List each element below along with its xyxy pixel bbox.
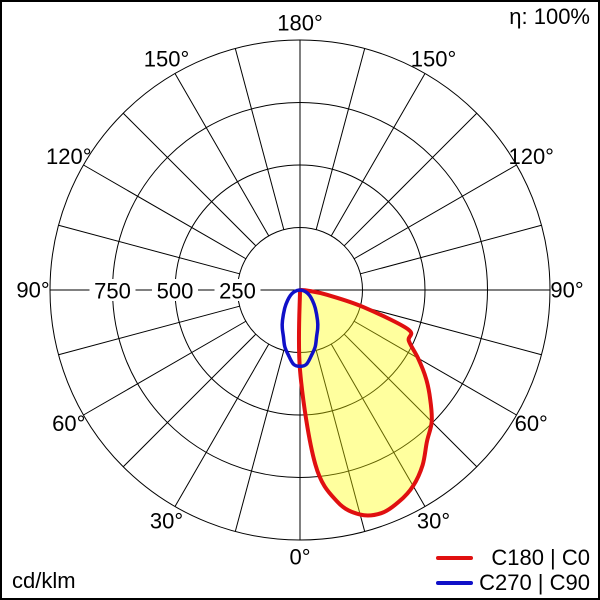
angle-label: 150°	[411, 46, 457, 71]
angle-label: 90°	[550, 278, 583, 303]
angle-label: 60°	[515, 411, 548, 436]
legend-item-c0: C180 | C0	[436, 545, 590, 570]
radial-grid-line	[174, 73, 270, 237]
angle-label: 120°	[508, 144, 554, 169]
angle-label: 150°	[144, 46, 190, 71]
radial-grid-line	[58, 305, 240, 356]
legend-line-red-icon	[436, 555, 473, 560]
angle-label: 0°	[289, 545, 310, 570]
radial-grid-line	[353, 164, 517, 260]
legend-item-c90: C270 | C90	[436, 570, 590, 595]
ring-value-label: 250	[219, 279, 256, 304]
legend-label-c0: C180 | C0	[491, 544, 590, 570]
radial-grid-line	[330, 343, 426, 507]
radial-grid-line	[315, 350, 366, 532]
angle-label: 90°	[16, 278, 49, 303]
radial-grid-line	[122, 333, 257, 468]
radial-grid-line	[360, 305, 542, 356]
radial-grid-line	[83, 320, 247, 416]
ring-value-label: 750	[94, 279, 131, 304]
radial-grid-line	[330, 73, 426, 237]
radial-grid-line	[343, 333, 478, 468]
legend-label-c90: C270 | C90	[479, 569, 590, 595]
angle-label: 60°	[52, 411, 85, 436]
angle-label: 180°	[277, 11, 323, 36]
radial-grid-line	[353, 320, 517, 416]
radial-grid-line	[234, 350, 285, 532]
angle-label: 30°	[417, 509, 450, 534]
ring-value-label: 500	[157, 279, 194, 304]
curve-c180-c0	[296, 288, 434, 518]
angle-label: 120°	[46, 144, 92, 169]
ring-label-mask	[89, 279, 136, 301]
curve-c270-c90	[280, 288, 320, 369]
radial-grid-line	[174, 343, 270, 507]
ring-label-mask	[214, 279, 261, 301]
radial-grid-line	[343, 112, 478, 247]
radial-grid-line	[315, 48, 366, 230]
legend: C180 | C0 C270 | C90	[436, 545, 590, 595]
radial-grid-line	[234, 48, 285, 230]
radial-grid-line	[58, 224, 240, 275]
legend-line-blue-icon	[436, 580, 473, 585]
efficiency-label: η: 100%	[509, 4, 590, 29]
angle-label: 30°	[150, 509, 183, 534]
radial-grid-line	[360, 224, 542, 275]
radial-grid-line	[83, 164, 247, 260]
unit-label: cd/klm	[12, 568, 76, 593]
radial-grid-line	[122, 112, 257, 247]
ring-label-mask	[152, 279, 198, 301]
